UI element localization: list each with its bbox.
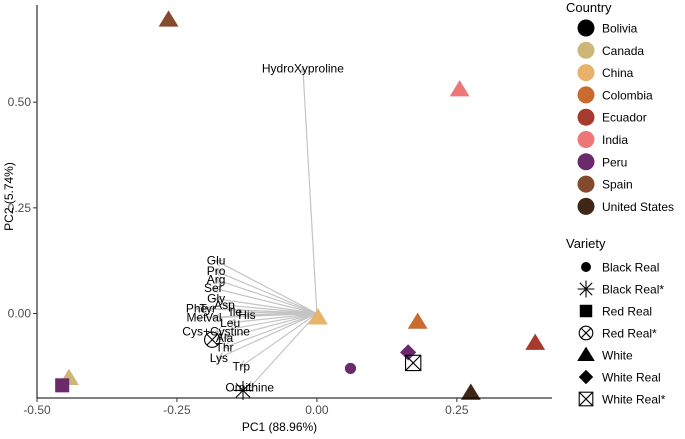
- loading-arrow: [216, 312, 317, 331]
- data-point: [344, 362, 357, 374]
- loading-label: HydroXyproline: [262, 61, 344, 75]
- loading-arrow: [225, 312, 318, 347]
- loading-arrow: [230, 312, 317, 322]
- x-tick-label: 0.25: [445, 403, 469, 417]
- legend: Country Bolivia Canada China Colombia Ecuador…: [566, 0, 674, 407]
- legend-key-country: [577, 131, 595, 148]
- y-tick-label: 0.00: [8, 306, 32, 320]
- data-point: [460, 383, 481, 400]
- legend-label-variety: Black Real*: [602, 283, 664, 297]
- loading-label: Phe: [186, 301, 208, 315]
- loading-arrow: [216, 299, 317, 315]
- legend-label-country: China: [602, 66, 634, 80]
- y-tick-label: 0.50: [8, 95, 32, 109]
- loading-label: Val: [205, 311, 221, 325]
- loading-arrow: [216, 280, 318, 315]
- legend-label-variety: Red Real*: [602, 327, 657, 341]
- legend-key-country: [577, 86, 595, 104]
- legend-key-variety: [577, 280, 595, 298]
- legend-key-variety: [578, 325, 594, 341]
- loading-arrow: [225, 312, 318, 338]
- loading-label: Glu: [207, 254, 226, 268]
- loading-label: Tyr: [199, 301, 216, 315]
- legend-label-variety: Red Real: [602, 305, 652, 319]
- legend-key-country: [577, 19, 595, 37]
- loading-arrow: [213, 288, 318, 315]
- loading-arrow: [213, 312, 317, 317]
- legend-label-variety: Black Real: [602, 261, 659, 275]
- loading-label: Leu: [220, 316, 240, 330]
- axes: -0.50 -0.25 0.00 0.25 0.00 0.25 0.50 PC1 (88.96…: [2, 5, 552, 434]
- legend-key-variety: [581, 262, 591, 272]
- data-point: [525, 333, 546, 350]
- legend-label-country: Bolivia: [602, 22, 638, 36]
- data-point: [400, 344, 417, 361]
- legend-label-variety: White Real: [602, 371, 661, 385]
- data-point: [449, 80, 470, 97]
- legend-label-variety: White: [602, 349, 633, 363]
- legend-key-country: [577, 175, 595, 193]
- legend-key-variety: [577, 346, 595, 362]
- y-tick-label: 0.25: [8, 201, 32, 215]
- legend-key-country: [577, 64, 595, 82]
- loading-arrow: [241, 312, 318, 366]
- legend-label-country: Canada: [602, 44, 644, 58]
- loading-label: Ala: [216, 331, 234, 345]
- legend-label-country: Ecuador: [602, 111, 647, 125]
- legend-key-country: [577, 108, 595, 126]
- loading-label: Thr: [216, 340, 234, 354]
- loading-arrow: [250, 313, 318, 387]
- loading-label: Asp: [214, 298, 235, 312]
- legend-key-country: [577, 197, 595, 215]
- data-point: [308, 308, 328, 325]
- legend-key-variety: [578, 391, 594, 407]
- legend-label-country: Spain: [602, 178, 633, 192]
- loading-label: Ser: [204, 281, 223, 295]
- data-point: [158, 10, 179, 27]
- loading-label: Gly: [207, 292, 225, 306]
- loading-arrow: [303, 68, 318, 314]
- loading-label: Met: [187, 311, 208, 325]
- data-point: [55, 378, 70, 393]
- loading-label: Arg: [207, 273, 226, 287]
- data-point: [407, 312, 428, 329]
- legend-title-country: Country: [566, 0, 612, 15]
- data-point: [204, 331, 221, 348]
- loading-label: Cys+Cystine: [182, 325, 250, 339]
- legend-key-country: [577, 153, 595, 171]
- legend-key-country: [577, 41, 595, 59]
- legend-label-country: Colombia: [602, 88, 653, 102]
- legend-key-variety: [578, 369, 594, 385]
- loading-label: Ornithine: [225, 380, 274, 394]
- loading-arrow: [225, 305, 317, 315]
- legend-key-variety: [579, 304, 593, 318]
- loading-label: Lys: [210, 351, 228, 365]
- loading-label: Ile: [229, 305, 242, 319]
- x-tick-label: -0.25: [163, 403, 191, 417]
- loading-label: Trp: [233, 359, 251, 373]
- loading-label: Pro: [207, 264, 226, 278]
- legend-label-country: India: [602, 133, 628, 147]
- legend-label-country: United States: [602, 200, 674, 214]
- loading-arrow: [216, 271, 318, 315]
- legend-label-variety: White Real*: [602, 393, 666, 407]
- x-tick-label: -0.50: [23, 403, 51, 417]
- x-tick-label: 0.00: [305, 403, 329, 417]
- loading-label: His: [238, 308, 255, 322]
- x-axis-label: PC1 (88.96%): [242, 420, 317, 434]
- data-point: [233, 380, 253, 400]
- loading-arrow: [216, 261, 318, 315]
- data-point: [404, 354, 422, 372]
- legend-title-variety: Variety: [566, 236, 606, 251]
- legend-label-country: Peru: [602, 155, 627, 169]
- y-axis-label: PC2 (5.74%): [2, 162, 16, 231]
- loading-arrow: [219, 312, 318, 357]
